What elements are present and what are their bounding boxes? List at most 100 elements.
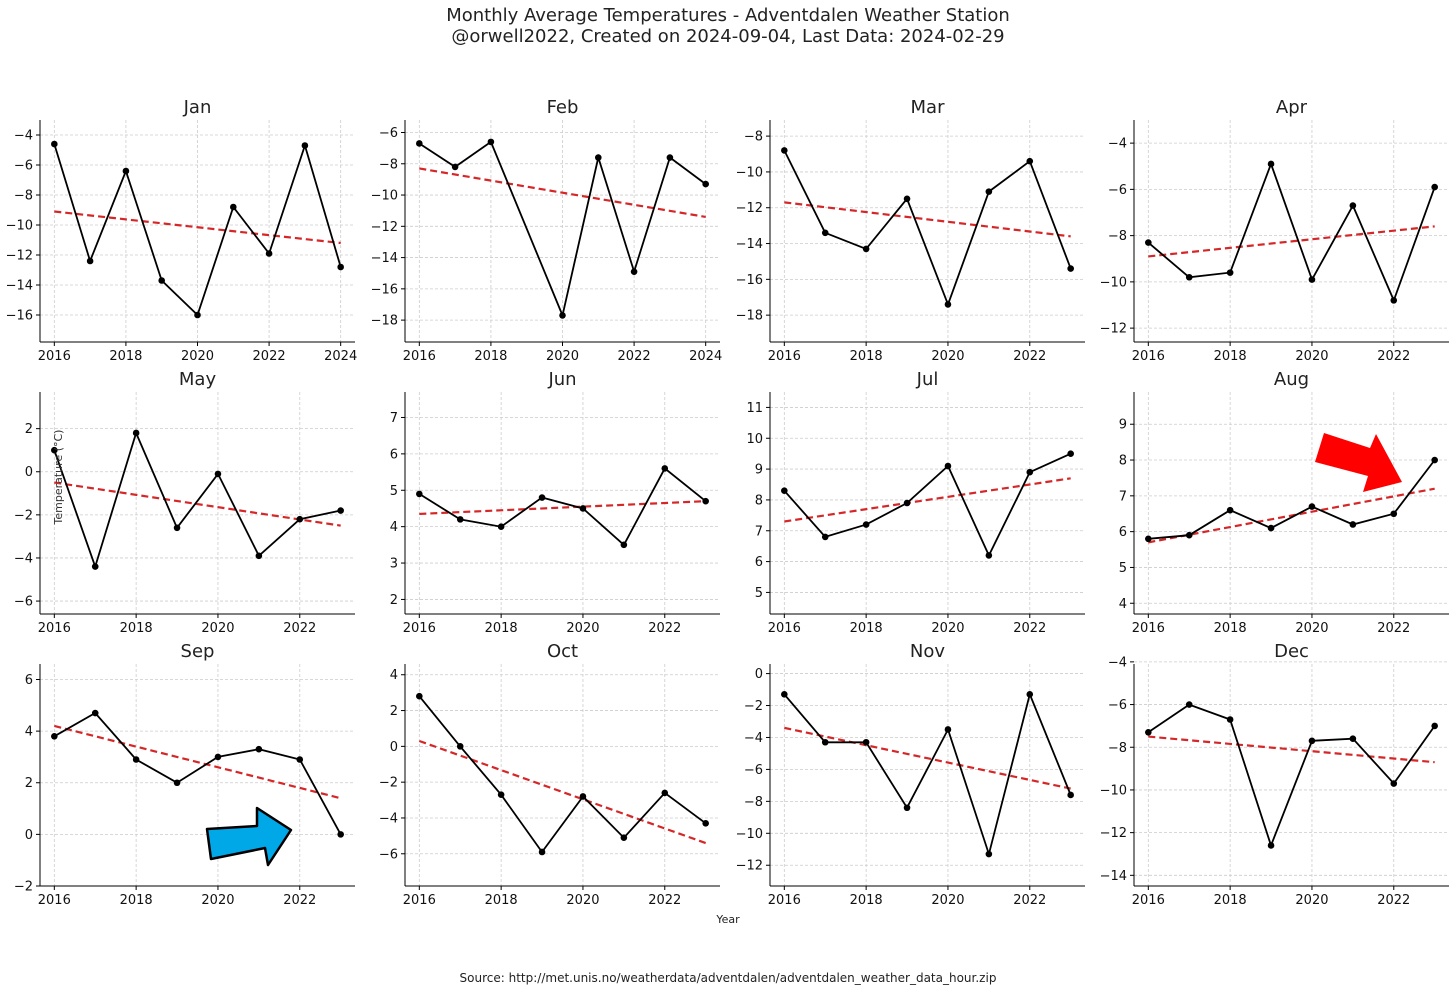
x-tick-label: 2016 (403, 893, 436, 908)
data-point (497, 523, 505, 530)
x-tick-label: 2016 (403, 349, 436, 364)
y-tick-label: 8 (755, 493, 763, 508)
y-tick-label: −10 (736, 827, 763, 842)
data-point (630, 268, 638, 275)
x-tick-label: 2018 (850, 349, 883, 364)
x-tick-label: 2020 (201, 893, 234, 908)
x-tick-label: 2020 (1295, 349, 1328, 364)
data-point (1026, 691, 1034, 698)
x-tick-label: 2022 (618, 349, 651, 364)
data-point (944, 726, 952, 733)
x-tick-label: 2022 (283, 893, 316, 908)
data-point (1267, 524, 1275, 532)
data-point (296, 756, 304, 763)
x-tick-label: 2018 (850, 893, 883, 908)
panel-title: Nov (910, 641, 945, 662)
panel-title: Jun (547, 369, 576, 390)
panel-title: Sep (181, 641, 215, 662)
data-point (51, 446, 58, 454)
data-point (1390, 297, 1398, 304)
data-line (783, 691, 1072, 858)
data-point (1308, 737, 1316, 745)
data-point (51, 140, 58, 148)
data-point (781, 691, 788, 698)
x-tick-label: 2020 (181, 349, 214, 364)
y-tick-label: −12 (736, 859, 763, 874)
x-tick-label: 2018 (1214, 621, 1247, 636)
y-tick-label: 4 (1119, 597, 1127, 612)
y-tick-label: 9 (755, 463, 763, 478)
y-tick-label: 7 (1119, 489, 1127, 504)
y-tick-label: −6 (14, 595, 33, 610)
y-tick-label: −16 (371, 282, 398, 297)
trend-line (54, 210, 341, 245)
y-tick-label: 9 (1119, 418, 1127, 433)
data-line (53, 142, 342, 317)
data-point (1267, 842, 1275, 849)
x-tick-label: 2022 (648, 893, 681, 908)
y-tick-label: −4 (744, 731, 763, 746)
trend-line (418, 739, 707, 845)
y-tick-label: 7 (390, 411, 398, 426)
data-line (418, 140, 707, 319)
y-tick-label: 6 (1119, 525, 1127, 540)
y-tick-label: −12 (1100, 322, 1127, 337)
y-tick-label: 0 (755, 667, 763, 682)
data-point (579, 505, 587, 512)
x-tick-label: 2016 (1132, 349, 1165, 364)
x-tick-label: 2022 (1013, 621, 1046, 636)
data-point (214, 753, 222, 761)
panel-title: May (179, 369, 217, 390)
data-point (559, 312, 566, 319)
data-point (416, 490, 423, 498)
y-tick-label: −4 (1108, 137, 1127, 152)
data-point (214, 470, 222, 478)
data-point (1026, 157, 1034, 165)
y-tick-label: −6 (14, 159, 33, 174)
data-point (158, 277, 166, 284)
x-tick-label: 2022 (1013, 893, 1046, 908)
y-tick-label: −12 (1100, 826, 1127, 841)
y-tick-label: 0 (25, 465, 33, 480)
data-point (1308, 276, 1316, 283)
data-line (53, 430, 341, 570)
x-tick-label: 2016 (38, 349, 71, 364)
data-point (1145, 535, 1152, 543)
data-line (783, 149, 1072, 307)
x-tick-label: 2022 (1377, 621, 1410, 636)
trend-line (54, 724, 341, 800)
data-point (862, 521, 870, 528)
panel-title: Jan (183, 97, 212, 118)
x-tick-label: 2018 (120, 893, 153, 908)
panel-oct: 2016 2018 2020 2022 −6 −4 −2 0 2 4 Oct (379, 641, 720, 908)
data-point (416, 140, 423, 147)
y-tick-label: −6 (744, 763, 763, 778)
data-point (538, 494, 546, 501)
data-point (132, 756, 140, 763)
data-point (122, 167, 130, 175)
x-tick-label: 2024 (689, 349, 722, 364)
blue-arrow-icon (205, 806, 293, 867)
data-point (497, 791, 505, 798)
data-point (944, 462, 952, 470)
data-point (1185, 701, 1193, 708)
x-tick-label: 2016 (1132, 621, 1165, 636)
data-point (661, 789, 669, 797)
y-tick-label: 8 (1119, 454, 1127, 469)
trend-line (1148, 225, 1435, 258)
data-point (661, 465, 669, 472)
x-tick-label: 2016 (38, 621, 71, 636)
data-point (194, 311, 201, 319)
panel-aug: 2016 2018 2020 2022 4 5 6 7 8 9 Aug (1119, 369, 1449, 636)
data-point (1067, 265, 1074, 272)
data-point (296, 515, 304, 523)
data-point (86, 257, 94, 265)
y-tick-label: 6 (25, 673, 33, 688)
y-tick-label: −10 (6, 219, 33, 234)
panel-title: Mar (911, 97, 946, 118)
x-tick-label: 2022 (253, 349, 286, 364)
data-line (418, 695, 707, 854)
panel-title: Oct (547, 641, 578, 662)
y-tick-label: −6 (379, 126, 398, 141)
